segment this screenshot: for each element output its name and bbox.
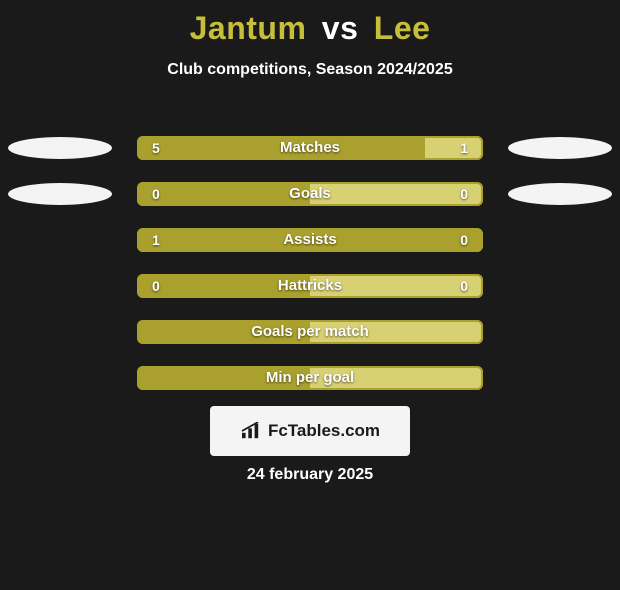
- title-player1: Jantum: [190, 10, 307, 46]
- chart-icon: [240, 422, 262, 440]
- bar-player1: [137, 182, 310, 206]
- stat-bar: [137, 366, 483, 390]
- stat-row: Hattricks00: [0, 274, 620, 298]
- player2-photo: [508, 183, 612, 205]
- stat-value-player2: 0: [460, 274, 468, 298]
- stat-value-player1: 0: [152, 274, 160, 298]
- bar-player2: [425, 136, 483, 160]
- stat-bar: [137, 182, 483, 206]
- title-vs: vs: [322, 10, 359, 46]
- page-title: Jantum vs Lee: [0, 10, 620, 47]
- bar-player2: [310, 366, 483, 390]
- bar-player1: [137, 366, 310, 390]
- subtitle: Club competitions, Season 2024/2025: [0, 61, 620, 79]
- stat-row: Min per goal: [0, 366, 620, 390]
- stat-row: Matches51: [0, 136, 620, 160]
- stat-bar: [137, 228, 483, 252]
- date-label: 24 february 2025: [0, 466, 620, 484]
- stat-bar: [137, 136, 483, 160]
- player1-photo: [8, 137, 112, 159]
- brand-badge: FcTables.com: [210, 406, 410, 456]
- bar-player2: [310, 274, 483, 298]
- brand-text: FcTables.com: [268, 421, 380, 441]
- stats-container: Matches51Goals00Assists10Hattricks00Goal…: [0, 136, 620, 412]
- stat-bar: [137, 274, 483, 298]
- bar-player1: [137, 274, 310, 298]
- player2-photo: [508, 137, 612, 159]
- stat-value-player1: 5: [152, 136, 160, 160]
- stat-row: Assists10: [0, 228, 620, 252]
- bar-player2: [310, 320, 483, 344]
- stat-value-player1: 1: [152, 228, 160, 252]
- player1-photo: [8, 183, 112, 205]
- bar-player1: [137, 320, 310, 344]
- bar-player1: [137, 228, 483, 252]
- stat-value-player2: 1: [460, 136, 468, 160]
- bar-player1: [137, 136, 425, 160]
- stat-row: Goals per match: [0, 320, 620, 344]
- stat-row: Goals00: [0, 182, 620, 206]
- title-player2: Lee: [374, 10, 431, 46]
- stat-value-player2: 0: [460, 228, 468, 252]
- stat-value-player1: 0: [152, 182, 160, 206]
- stat-value-player2: 0: [460, 182, 468, 206]
- stat-bar: [137, 320, 483, 344]
- bar-player2: [310, 182, 483, 206]
